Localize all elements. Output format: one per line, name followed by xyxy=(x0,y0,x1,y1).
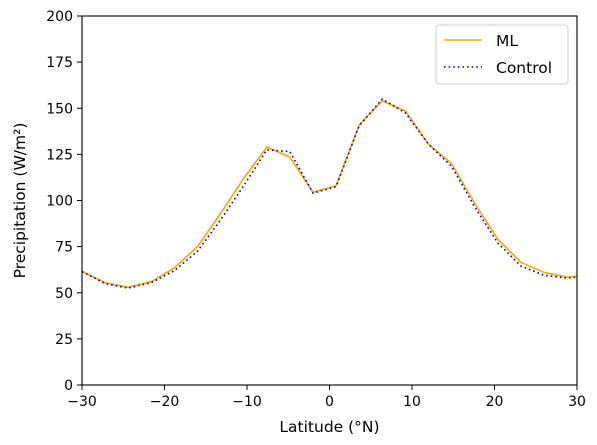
x-tick-label: 20 xyxy=(486,394,504,410)
x-tick-label: 0 xyxy=(325,394,334,410)
x-tick-label: −20 xyxy=(150,394,180,410)
legend: ML Control xyxy=(435,24,569,85)
x-tick-label: 30 xyxy=(568,394,586,410)
y-tick-label: 125 xyxy=(46,147,73,163)
y-tick-label: 175 xyxy=(46,55,73,71)
y-tick-label: 200 xyxy=(46,9,73,25)
x-axis-label: Latitude (°N) xyxy=(279,418,379,436)
x-tick-label: −10 xyxy=(232,394,262,410)
y-tick-label: 75 xyxy=(55,240,73,256)
y-tick-label: 0 xyxy=(64,378,73,394)
series-line-ml xyxy=(82,100,577,289)
legend-label: Control xyxy=(496,59,552,77)
y-tick-label: 150 xyxy=(46,101,73,117)
y-tick-label: 50 xyxy=(55,286,73,302)
x-axis-ticks: −30 −20 −10 0 10 20 30 xyxy=(67,385,586,410)
plot-lines xyxy=(82,98,577,289)
x-tick-label: −30 xyxy=(67,394,97,410)
y-tick-label: 25 xyxy=(55,332,73,348)
series-line-control xyxy=(82,98,577,289)
legend-label: ML xyxy=(496,32,518,50)
y-axis-label: Precipitation (W/m²) xyxy=(11,123,29,279)
x-tick-label: 10 xyxy=(403,394,421,410)
y-axis-ticks: 0 25 50 75 100 125 150 175 200 xyxy=(46,9,82,394)
y-tick-label: 100 xyxy=(46,194,73,210)
